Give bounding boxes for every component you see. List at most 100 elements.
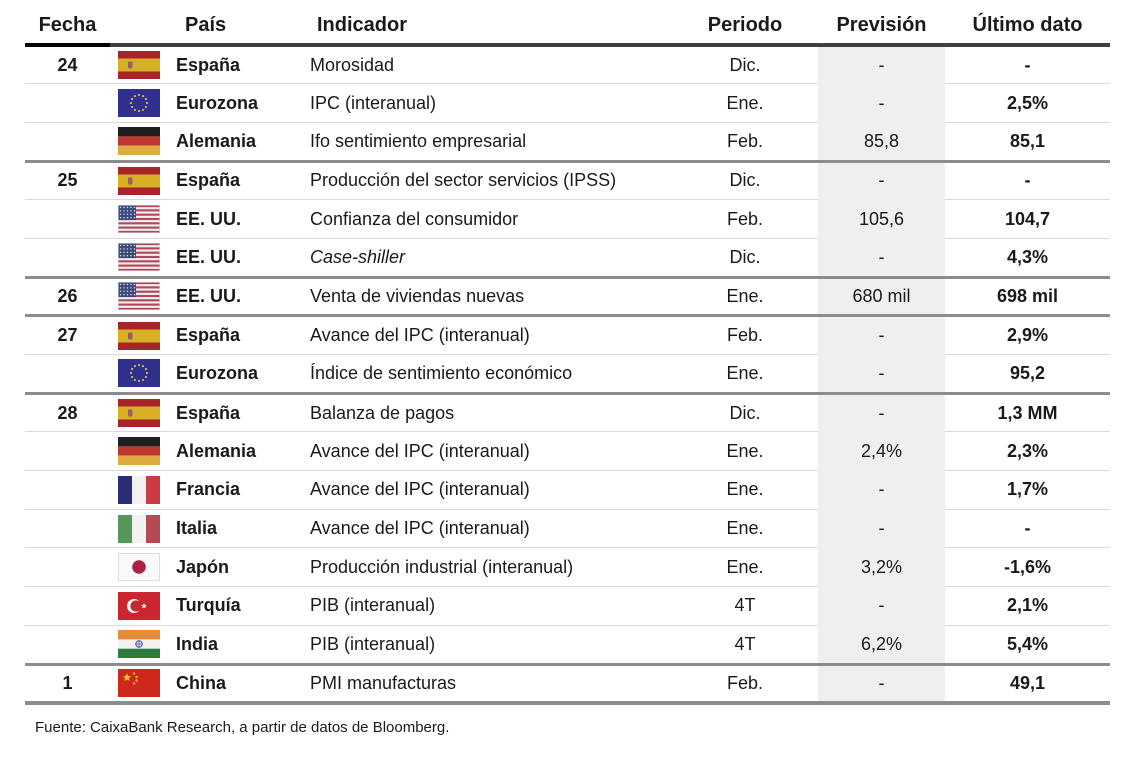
germany-flag-icon <box>110 437 176 466</box>
indicator-name: Avance del IPC (interanual) <box>308 470 695 510</box>
period-cell: Dic. <box>695 237 795 278</box>
country-flag-cell <box>110 314 176 355</box>
indicator-name: Morosidad <box>310 54 395 75</box>
france-flag-icon <box>110 475 176 504</box>
indicator-name: Producción del sector servicios (IPSS) <box>308 159 695 200</box>
column-header-ultimo-dato: Último dato <box>945 8 1110 47</box>
table-row: Turquía PIB (interanual) 4T -2,1% <box>25 586 1110 626</box>
forecast-cell: - <box>818 83 945 123</box>
period-cell: Dic. <box>695 159 795 200</box>
table-header: Fecha País Indicador Periodo Previsión Ú… <box>25 8 1110 47</box>
forecast-cell: 6,2% <box>818 624 945 664</box>
date-cell <box>25 508 110 548</box>
usa-flag-icon <box>110 243 176 272</box>
date-cell <box>25 586 110 626</box>
period-cell: Feb. <box>695 314 795 355</box>
country-name: China <box>176 662 308 705</box>
period-cell: 4T <box>695 586 795 626</box>
country-name: España <box>176 314 308 355</box>
latest-data-cell: 104,7 <box>945 199 1110 239</box>
table-row: India PIB (interanual) 4T 6,2% 5,4% <box>25 624 1110 664</box>
country-flag-cell <box>110 354 176 394</box>
column-header-periodo: Periodo <box>695 8 795 47</box>
period-cell: Feb. <box>695 121 795 162</box>
country-flag-cell <box>110 586 176 626</box>
latest-data-cell: 5,4% <box>945 624 1110 664</box>
period-cell: Ene. <box>695 547 795 587</box>
indicator-name: PIB (interanual) <box>308 624 695 664</box>
country-flag-cell <box>110 275 176 316</box>
date-cell <box>25 199 110 239</box>
date-cell <box>25 237 110 278</box>
forecast-cell: 105,6 <box>818 199 945 239</box>
country-flag-cell <box>110 662 176 705</box>
date-cell: 25 <box>25 159 110 200</box>
date-cell <box>25 354 110 394</box>
country-name: EE. UU. <box>176 275 308 316</box>
economic-calendar-table: Fecha País Indicador Periodo Previsión Ú… <box>25 8 1110 705</box>
table-row: 1 China PMI manufacturas Feb. -49,1 <box>25 662 1110 705</box>
country-name: España <box>176 391 308 432</box>
country-flag-cell <box>110 547 176 587</box>
gap-cell <box>795 624 818 664</box>
indicator-name: Índice de sentimiento económico <box>308 354 695 394</box>
date-cell <box>25 470 110 510</box>
country-flag-cell <box>110 431 176 471</box>
country-name: Francia <box>176 470 308 510</box>
table-body: 24 España Morosidad Dic. - - Eurozona IPC (inte… <box>25 45 1110 705</box>
country-name: India <box>176 624 308 664</box>
indicator-name: PMI manufacturas <box>308 662 695 705</box>
period-cell: Dic. <box>695 391 795 432</box>
country-flag-cell <box>110 470 176 510</box>
usa-flag-icon <box>110 282 176 311</box>
table-row: 25 España Producción del sector servicios … <box>25 159 1110 200</box>
forecast-cell: 85,8 <box>818 121 945 162</box>
gap-cell <box>795 159 818 200</box>
turkey-flag-icon <box>110 591 176 620</box>
indicator-name: Avance del IPC (interanual) <box>308 314 695 355</box>
indicator-name: Ifo sentimiento empresarial <box>308 121 695 162</box>
latest-data-cell: 698 mil <box>945 275 1110 316</box>
period-cell: Ene. <box>695 83 795 123</box>
country-name: EE. UU. <box>176 199 308 239</box>
period-cell: Dic. <box>729 54 761 75</box>
spain-flag-icon <box>110 321 176 350</box>
forecast-cell: - <box>818 662 945 705</box>
country-name: Eurozona <box>176 83 308 123</box>
date-cell <box>25 547 110 587</box>
country-name: Italia <box>176 508 308 548</box>
source-note: Fuente: CaixaBank Research, a partir de … <box>35 718 450 736</box>
spain-flag-icon <box>110 51 176 80</box>
date-cell <box>25 83 110 123</box>
country-name: Eurozona <box>176 354 308 394</box>
country-flag-cell <box>110 159 176 200</box>
forecast-cell: - <box>818 586 945 626</box>
column-header-gap <box>795 8 818 47</box>
period-cell: Feb. <box>695 662 795 705</box>
date-cell <box>25 121 110 162</box>
gap-cell <box>795 508 818 548</box>
country-name: EE. UU. <box>176 237 308 278</box>
latest-data-cell: 2,5% <box>945 83 1110 123</box>
indicator-name: Confianza del consumidor <box>308 199 695 239</box>
gap-cell <box>795 83 818 123</box>
gap-cell <box>795 275 818 316</box>
country-flag-cell <box>110 508 176 548</box>
latest-data-cell: 4,3% <box>945 237 1110 278</box>
indicator-name: PIB (interanual) <box>308 586 695 626</box>
latest-data-cell: 1,3 MM <box>945 391 1110 432</box>
gap-cell <box>795 470 818 510</box>
indicator-name: Producción industrial (interanual) <box>308 547 695 587</box>
period-cell: Ene. <box>695 470 795 510</box>
table-row: Eurozona Índice de sentimiento económico E… <box>25 354 1110 394</box>
latest-data-cell: - <box>1024 54 1031 75</box>
forecast-cell: - <box>818 237 945 278</box>
gap-cell <box>795 662 818 705</box>
forecast-cell: - <box>818 470 945 510</box>
forecast-cell: 3,2% <box>818 547 945 587</box>
indicator-name: Case-shiller <box>308 237 695 278</box>
country-flag-cell <box>110 391 176 432</box>
china-flag-icon <box>110 669 176 698</box>
table-row: Alemania Avance del IPC (interanual) Ene. 2… <box>25 431 1110 471</box>
latest-data-cell: 2,1% <box>945 586 1110 626</box>
